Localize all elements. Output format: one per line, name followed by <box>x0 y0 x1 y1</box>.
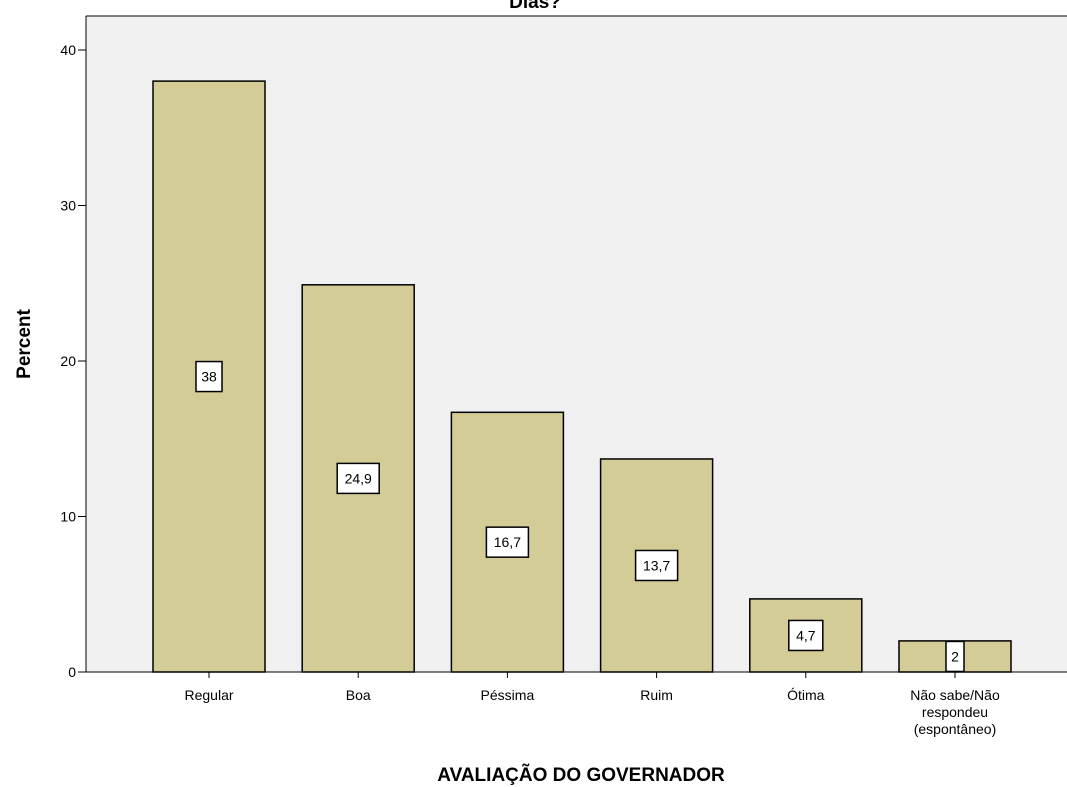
x-tick-label: Regular <box>184 687 233 703</box>
data-label-box <box>788 619 824 652</box>
data-label-box <box>485 526 530 558</box>
y-tick-label: 0 <box>68 664 76 680</box>
data-label: 24,9 <box>345 470 372 486</box>
x-tick-label: Não sabe/Não <box>910 687 1000 703</box>
data-label: 13,7 <box>643 557 670 573</box>
x-tick-label: Boa <box>346 687 371 703</box>
y-tick-label: 40 <box>60 42 76 58</box>
data-label-box <box>945 640 965 673</box>
x-axis-title: AVALIAÇÃO DO GOVERNADOR <box>437 764 725 786</box>
x-tick-label: Ótima <box>787 687 825 703</box>
data-label-box <box>634 549 679 582</box>
y-tick-label: 20 <box>60 353 76 369</box>
chart-title: Dias? <box>509 0 561 13</box>
x-tick-label: respondeu <box>922 704 988 720</box>
data-label: 4,7 <box>796 627 816 643</box>
data-label: 16,7 <box>494 534 521 550</box>
data-label-box <box>336 462 380 495</box>
data-label: 38 <box>201 369 217 385</box>
y-tick-label: 10 <box>60 509 76 525</box>
y-tick-label: 30 <box>60 198 76 214</box>
data-label-box <box>195 360 223 393</box>
x-tick-label: Ruim <box>640 687 673 703</box>
y-axis-title: Percent <box>14 308 35 378</box>
x-tick-label: Péssima <box>481 687 535 703</box>
data-label: 2 <box>951 648 959 664</box>
x-tick-label: (espontâneo) <box>914 721 997 737</box>
